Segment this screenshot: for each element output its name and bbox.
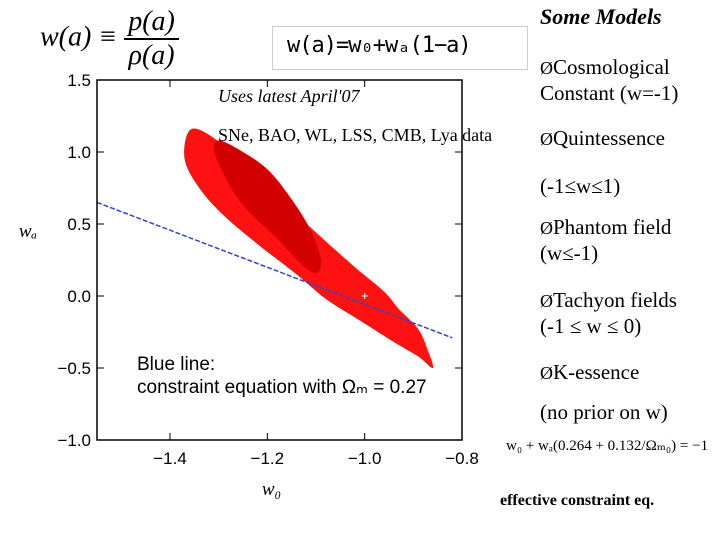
constraint-equation: w₀ + wₐ(0.264 + 0.132/Ωₘ₀) = −1 (506, 438, 709, 454)
w-definition: w(a) ≡ p(a) ρ(a) (40, 6, 179, 72)
y-tick-label: −0.5 (57, 359, 91, 378)
x-tick-label: −0.8 (445, 449, 479, 468)
plot-axes (96, 79, 463, 441)
data-note: SNe, BAO, WL, LSS, CMB, Lya data (218, 125, 493, 145)
blue-line-note-title: Blue line: (137, 354, 216, 375)
model-label: Tachyon fields (553, 288, 677, 312)
blue-line-note: Blue line: constraint equation with Ωₘ =… (137, 353, 427, 399)
x-tick-label: −1.2 (251, 449, 285, 468)
model-tachyon: ØTachyon fields (-1 ≤ w ≤ 0) (540, 288, 677, 339)
x-axis-label: w₀ (262, 479, 281, 500)
model-k-essence: ØK-essence (no prior on w) (540, 360, 668, 425)
model-phantom: ØPhantom field (w≤-1) (540, 215, 671, 266)
model-detail: Constant (w=-1) (540, 81, 679, 105)
y-tick-label: 1.5 (67, 71, 91, 90)
model-label: K-essence (553, 360, 640, 384)
parametrization-box: w(a)=w₀+wₐ(1−a) (272, 26, 528, 70)
models-title: Some Models (540, 4, 662, 29)
inner-contour (213, 140, 322, 274)
contour-layer (96, 128, 453, 369)
model-label: Quintessence (553, 126, 665, 150)
model-detail: (-1 ≤ w ≤ 0) (540, 314, 642, 338)
plot-frame (96, 79, 463, 441)
blue-line-note-text: constraint equation with Ωₘ = 0.27 (137, 377, 427, 398)
bullet-arrow-icon: Ø (540, 291, 553, 311)
model-detail: (w≤-1) (540, 241, 599, 265)
x-tick-label: −1.0 (348, 449, 382, 468)
model-cosmological-constant: ØCosmological Constant (w=-1) (540, 55, 678, 106)
bullet-arrow-icon: Ø (540, 58, 553, 78)
model-detail: (-1≤w≤1) (540, 174, 621, 198)
y-axis-label: wₐ (19, 221, 37, 242)
model-quintessence: ØQuintessence (-1≤w≤1) (540, 126, 665, 199)
parametrization-text: w(a)=w₀+wₐ(1−a) (287, 33, 472, 58)
best-fit-marker (361, 293, 368, 299)
y-tick-label: −1.0 (57, 431, 91, 450)
bullet-arrow-icon: Ø (540, 218, 553, 238)
bullet-arrow-icon: Ø (540, 363, 553, 383)
model-detail: (no prior on w) (540, 400, 668, 424)
uses-note: Uses latest April'07 (218, 86, 360, 106)
y-tick-label: 0.0 (67, 287, 91, 306)
model-label: Phantom field (553, 215, 672, 239)
w-definition-denominator: ρ(a) (128, 40, 175, 71)
model-label: Cosmological (553, 55, 670, 79)
tick-layer: −1.4 −1.2 −1.0 −0.8 1.5 1.0 0.5 0.0 −0.5 −1.0 w₀ wₐ (19, 71, 479, 500)
w-definition-numerator: p(a) (124, 6, 179, 40)
bullet-arrow-icon: Ø (540, 129, 553, 149)
constraint-line (96, 201, 453, 339)
y-tick-label: 1.0 (67, 143, 91, 162)
w-definition-fraction: p(a) ρ(a) (124, 6, 179, 72)
x-tick-label: −1.4 (153, 449, 187, 468)
w-definition-lhs: w(a) ≡ (40, 21, 118, 53)
effective-caption: effective constraint eq. (500, 492, 655, 509)
y-tick-label: 0.5 (67, 215, 91, 234)
